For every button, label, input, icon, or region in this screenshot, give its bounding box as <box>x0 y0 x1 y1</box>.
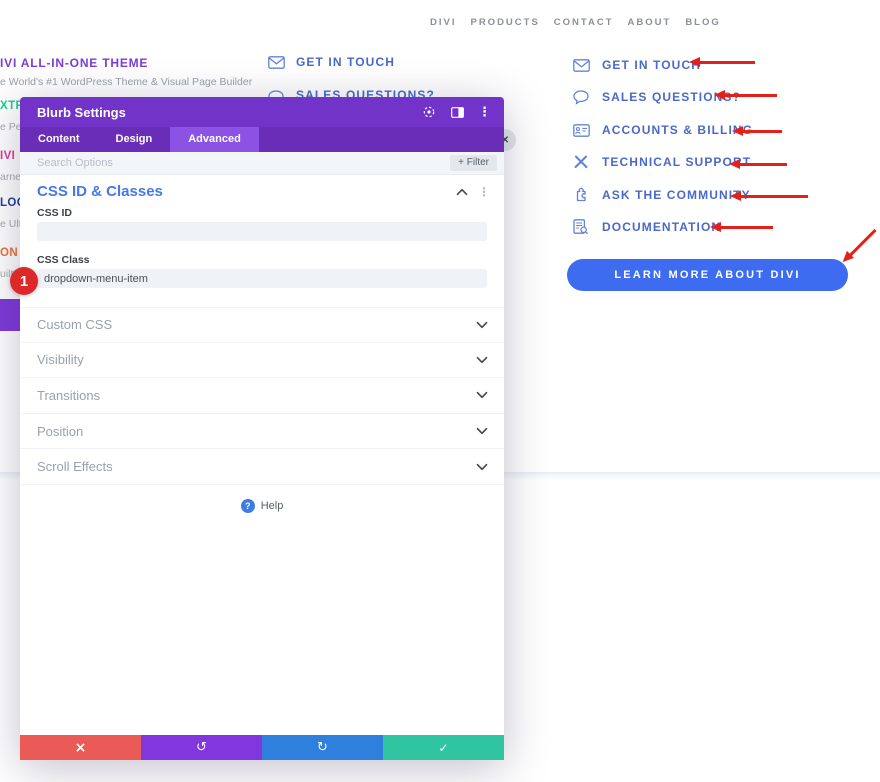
section-position[interactable]: Position <box>20 414 504 450</box>
chevron-up-icon[interactable] <box>456 188 468 196</box>
undo-icon: ↺ <box>196 740 207 755</box>
mid-contact-item-hidden: SALES QUESTIONS? <box>267 88 497 97</box>
support-item-documentation[interactable]: DOCUMENTATION <box>572 218 721 236</box>
css-section-title: CSS ID & Classes <box>37 183 163 200</box>
close-icon: × <box>74 739 87 756</box>
annotation-arrow <box>729 159 787 170</box>
support-item-label: ASK THE COMMUNITY <box>602 188 751 202</box>
annotation-arrow <box>730 191 808 202</box>
bg-product-title: IVI ALL-IN-ONE THEME <box>0 56 149 70</box>
undo-button[interactable]: ↺ <box>141 735 262 760</box>
section-label: Visibility <box>37 352 84 368</box>
support-item-label: GET IN TOUCH <box>602 58 701 72</box>
focus-mode-icon[interactable] <box>422 105 436 119</box>
modal-title: Blurb Settings <box>37 104 126 120</box>
annotation-arrow <box>689 57 755 68</box>
help-link[interactable]: ? Help <box>20 499 504 513</box>
nav-item-contact[interactable]: CONTACT <box>553 17 614 28</box>
section-options-icon[interactable]: ⋮ <box>478 184 490 199</box>
annotation-arrow <box>710 222 773 233</box>
modal-tabs: Content Design Advanced <box>20 127 504 152</box>
bg-product-subtitle: e World's #1 WordPress Theme & Visual Pa… <box>0 76 253 88</box>
css-id-label: CSS ID <box>37 207 73 219</box>
redo-button[interactable]: ↻ <box>262 735 383 760</box>
document-search-icon <box>572 218 590 236</box>
chevron-down-icon <box>476 463 488 470</box>
panel-layout-icon[interactable] <box>450 105 464 119</box>
modal-menu-icon[interactable]: ⋮ <box>478 104 491 120</box>
bg-fragment: ON <box>0 247 19 259</box>
search-options-bar: + Filter <box>20 152 504 175</box>
bg-fragment: arnes <box>0 171 21 183</box>
css-id-input[interactable] <box>37 222 487 241</box>
bg-fragment: LOC <box>0 197 21 209</box>
support-item-ask-community[interactable]: ASK THE COMMUNITY <box>572 186 751 204</box>
top-nav: DIVI PRODUCTS CONTACT ABOUT BLOG <box>430 17 721 28</box>
envelope-icon <box>572 56 590 74</box>
envelope-icon <box>267 53 285 71</box>
bg-fragment: XTR <box>0 100 21 112</box>
annotation-arrow <box>732 126 782 137</box>
bg-fragment: e Ult <box>0 218 21 230</box>
tools-icon <box>572 153 590 171</box>
support-item-label: DOCUMENTATION <box>602 220 722 234</box>
section-label: Custom CSS <box>37 317 113 333</box>
chevron-down-icon <box>476 356 488 364</box>
support-item-accounts-billing[interactable]: ACCOUNTS & BILLING <box>572 121 753 139</box>
support-item-sales-questions[interactable]: SALES QUESTIONS? <box>572 88 741 106</box>
step-badge: 1 <box>10 267 38 295</box>
section-label: Position <box>37 423 84 439</box>
blurb-settings-modal: Blurb Settings ⋮ Content Design Advanced… <box>20 97 504 760</box>
mid-contact-label-hidden: SALES QUESTIONS? <box>296 88 435 97</box>
search-input[interactable] <box>37 157 451 169</box>
puzzle-icon <box>572 186 590 204</box>
section-scroll-effects[interactable]: Scroll Effects <box>20 449 504 485</box>
check-icon: ✓ <box>438 740 449 755</box>
section-label: Scroll Effects <box>37 459 113 475</box>
mid-contact-label: GET IN TOUCH <box>296 55 395 69</box>
modal-header[interactable]: Blurb Settings ⋮ <box>20 97 504 127</box>
tab-design[interactable]: Design <box>115 133 153 145</box>
css-class-input[interactable] <box>37 269 487 288</box>
support-item-label: TECHNICAL SUPPORT <box>602 155 752 169</box>
nav-item-about[interactable]: ABOUT <box>627 17 672 28</box>
chevron-down-icon <box>476 321 488 328</box>
chat-bubble-icon <box>267 88 285 97</box>
annotation-arrow <box>714 90 777 101</box>
bg-purple-block <box>0 299 20 331</box>
help-label: Help <box>260 500 284 512</box>
support-item-label: ACCOUNTS & BILLING <box>602 123 754 137</box>
bg-fragment: IVI <box>0 150 16 162</box>
tab-advanced[interactable]: Advanced <box>170 127 259 152</box>
collapsed-sections: Custom CSS Visibility Transitions Positi… <box>20 307 504 485</box>
save-button[interactable]: ✓ <box>383 735 504 760</box>
id-card-icon <box>572 121 590 139</box>
support-item-technical-support[interactable]: TECHNICAL SUPPORT <box>572 153 751 171</box>
modal-footer: × ↺ ↻ ✓ <box>20 735 504 760</box>
mid-contact-item[interactable]: GET IN TOUCH <box>267 53 395 71</box>
help-icon: ? <box>240 499 255 513</box>
section-transitions[interactable]: Transitions <box>20 378 504 414</box>
nav-item-divi[interactable]: DIVI <box>430 17 457 28</box>
section-label: Transitions <box>37 387 101 403</box>
discard-button[interactable]: × <box>20 735 141 760</box>
nav-item-products[interactable]: PRODUCTS <box>470 17 540 28</box>
tab-content[interactable]: Content <box>38 133 80 145</box>
support-item-label: SALES QUESTIONS? <box>602 90 741 104</box>
nav-item-blog[interactable]: BLOG <box>685 17 721 28</box>
section-visibility[interactable]: Visibility <box>20 343 504 379</box>
filter-button[interactable]: + Filter <box>450 155 497 171</box>
annotation-arrow-diagonal <box>839 226 879 266</box>
chat-bubble-icon <box>572 88 590 106</box>
section-custom-css[interactable]: Custom CSS <box>20 307 504 343</box>
css-section-header[interactable]: CSS ID & Classes ⋮ <box>37 183 490 200</box>
chevron-down-icon <box>476 427 488 435</box>
chevron-down-icon <box>476 392 488 399</box>
css-class-label: CSS Class <box>37 254 90 266</box>
redo-icon: ↻ <box>317 740 328 755</box>
support-item-get-in-touch[interactable]: GET IN TOUCH <box>572 56 701 74</box>
learn-more-button[interactable]: LEARN MORE ABOUT DIVI <box>567 259 848 291</box>
bg-fragment: e Pe <box>0 121 21 133</box>
